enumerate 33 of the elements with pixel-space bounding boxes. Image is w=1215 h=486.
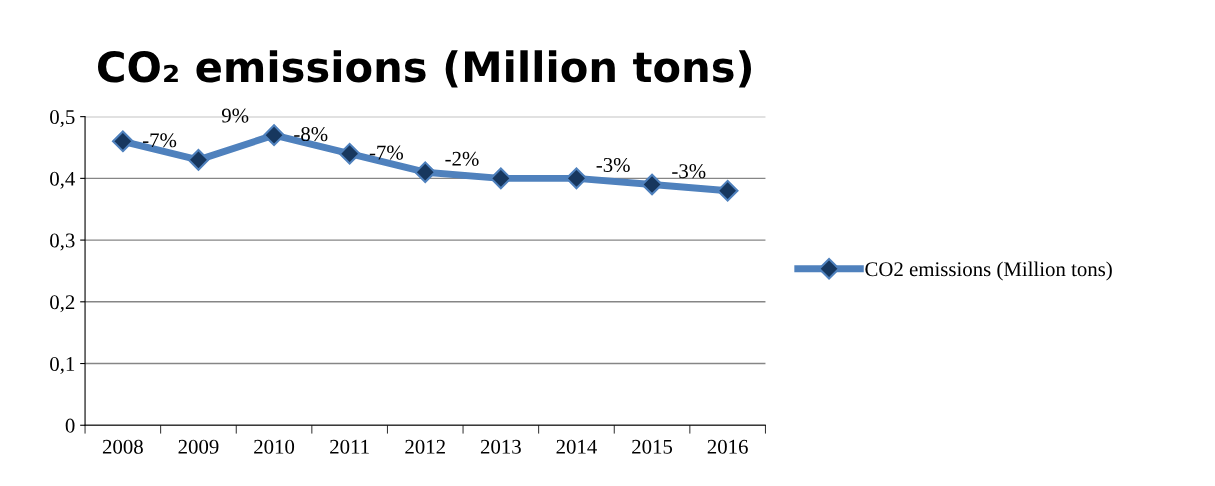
x-tick-label: 2011 [330,439,369,454]
point [338,142,361,165]
y-tick-label: 0,5 [50,110,75,128]
x-tick-label: 2016 [707,439,748,454]
x-tick-label: 2012 [405,439,445,454]
x-tick-label: 2015 [632,439,673,454]
annotation: -3% [672,164,706,179]
annotation: -8% [294,127,328,142]
annotation: -2% [445,151,479,166]
chart-title: CO₂ emissions (Million tons) [97,50,751,88]
x-tick-label: 2009 [178,439,219,454]
x-tick-label: 2008 [102,439,143,454]
y-tick-label: 0 [65,418,75,433]
annotation: -7% [142,133,177,148]
point [414,161,437,184]
x-tick-label: 2014 [556,439,597,454]
annotation: -3% [596,157,630,173]
annotation: 9% [221,108,249,123]
annotation: -7% [369,145,404,160]
x-tick-label: 2010 [254,439,295,454]
point [565,167,588,190]
legend-label: CO2 emissions (Million tons) [865,261,1112,281]
point [716,179,739,202]
y-tick-label: 0,4 [50,171,75,189]
point [111,130,134,153]
x-tick-label: 2013 [480,439,521,454]
point [641,173,663,196]
y-tick-label: 0,3 [50,233,75,251]
point [489,167,512,190]
y-tick-label: 0,2 [50,295,75,313]
y-tick-label: 0,1 [50,356,75,374]
point [263,124,285,147]
point [187,148,210,171]
